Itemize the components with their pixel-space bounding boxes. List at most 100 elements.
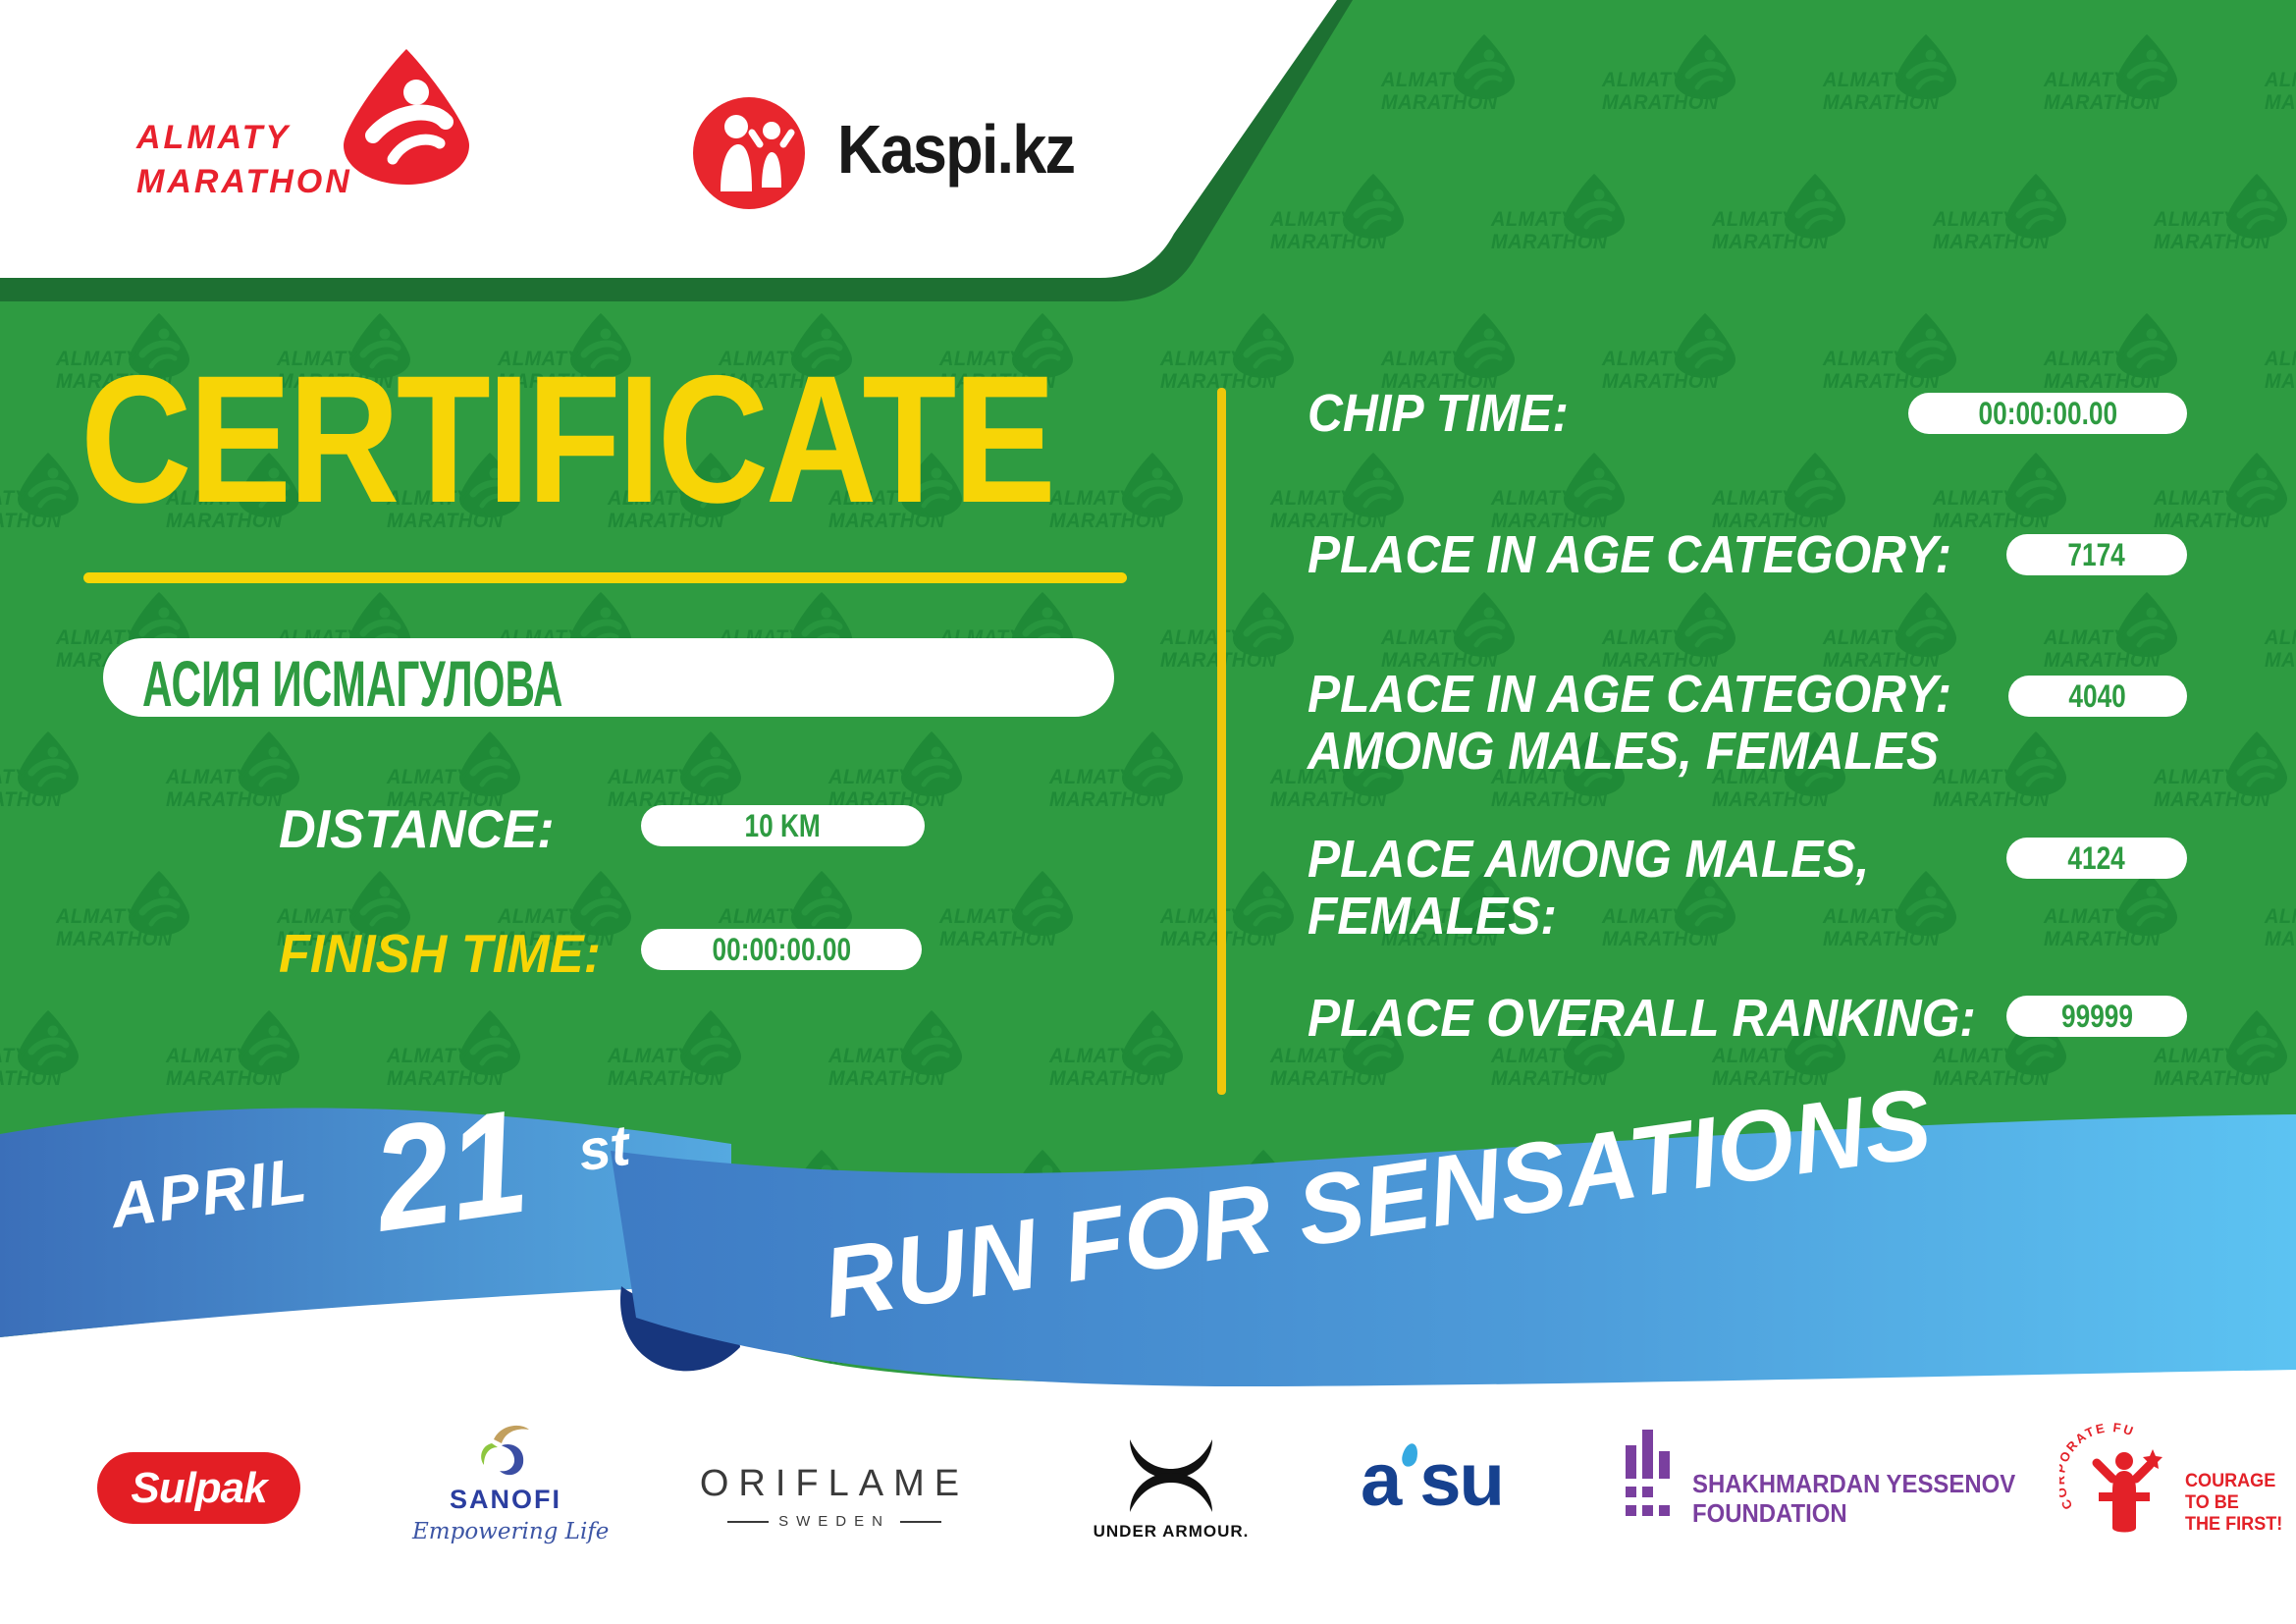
- almaty-wordmark-line1: ALMATY: [136, 119, 292, 156]
- finish-time-value-pill: 00:00:00.00: [641, 929, 922, 970]
- watermark-drop-icon: [791, 313, 852, 378]
- watermark-drop-icon: [2005, 174, 2066, 239]
- watermark-drop-icon: [1012, 313, 1073, 378]
- watermark-drop-icon: [349, 871, 410, 936]
- title-underline: [83, 572, 1127, 583]
- watermark-drop-icon: [1233, 592, 1294, 657]
- watermark-drop-icon: [1896, 592, 1956, 657]
- result-value-4: 99999: [2060, 998, 2133, 1034]
- watermark-drop-icon: [1785, 1010, 1845, 1075]
- kaspi-wordmark: Kaspi.kz: [837, 111, 1076, 188]
- header-white: [0, 0, 1337, 278]
- watermark-drop-icon: [570, 313, 631, 378]
- under-armour-logo: UNDER ARMOUR.: [1088, 1435, 1255, 1542]
- watermark-drop-icon: [2226, 1010, 2287, 1075]
- watermark-drop-icon: [459, 1010, 520, 1075]
- watermark-drop-icon: [1122, 453, 1183, 517]
- watermark-drop-icon: [680, 453, 741, 517]
- oriflame-wordmark: ORIFLAME: [699, 1463, 970, 1504]
- watermark-drop-icon: [2226, 731, 2287, 796]
- watermark-drop-icon: [1564, 453, 1625, 517]
- watermark-drop-icon: [239, 1010, 299, 1075]
- ribbon-back-band: [0, 1108, 731, 1337]
- result-value-3: 4124: [2067, 839, 2126, 876]
- watermark-drop-icon: [1564, 731, 1625, 796]
- watermark-drop-icon: [570, 871, 631, 936]
- watermark-drop-icon: [1675, 34, 1735, 99]
- watermark-drop-icon: [18, 453, 79, 517]
- watermark-drop-icon: [2116, 871, 2177, 936]
- yessenov-foundation-logo: SHAKHMARDAN YESSENOV FOUNDATION: [1626, 1430, 2044, 1528]
- watermark-drop-icon: [1122, 731, 1183, 796]
- watermark-drop-icon: [1122, 1010, 1183, 1075]
- watermark-drop-icon: [1454, 592, 1515, 657]
- result-value-pill-4: 99999: [2006, 996, 2187, 1037]
- watermark-drop-icon: [1012, 871, 1073, 936]
- watermark-drop-icon: [239, 731, 299, 796]
- courage-fund-logo: CORPORATE FUND COURAGE TO BE THE FIRST!: [2059, 1422, 2288, 1544]
- watermark-drop-icon: [2005, 731, 2066, 796]
- footer-white-area: [0, 1286, 2296, 1624]
- runner-name-box: АСИЯ ИСМАГУЛОВА: [103, 638, 1114, 720]
- distance-label: DISTANCE:: [279, 798, 555, 859]
- watermark-drop-icon: [1785, 731, 1845, 796]
- watermark-drop-icon: [459, 731, 520, 796]
- watermark-drop-icon: [1454, 313, 1515, 378]
- result-value-pill-0: 00:00:00.00: [1908, 393, 2187, 434]
- distance-value-pill: 10 KM: [641, 805, 925, 846]
- watermark-drop-icon: [1675, 592, 1735, 657]
- result-label-2: PLACE IN AGE CATEGORY: AMONG MALES, FEMAL…: [1308, 665, 1952, 781]
- courage-line3: THE FIRST!: [2185, 1514, 2283, 1535]
- courage-wordmark: COURAGE TO BE THE FIRST!: [2185, 1471, 2282, 1544]
- almaty-marathon-wordmark: ALMATY MARATHON: [136, 116, 352, 204]
- almaty-marathon-drop-icon: [344, 49, 469, 185]
